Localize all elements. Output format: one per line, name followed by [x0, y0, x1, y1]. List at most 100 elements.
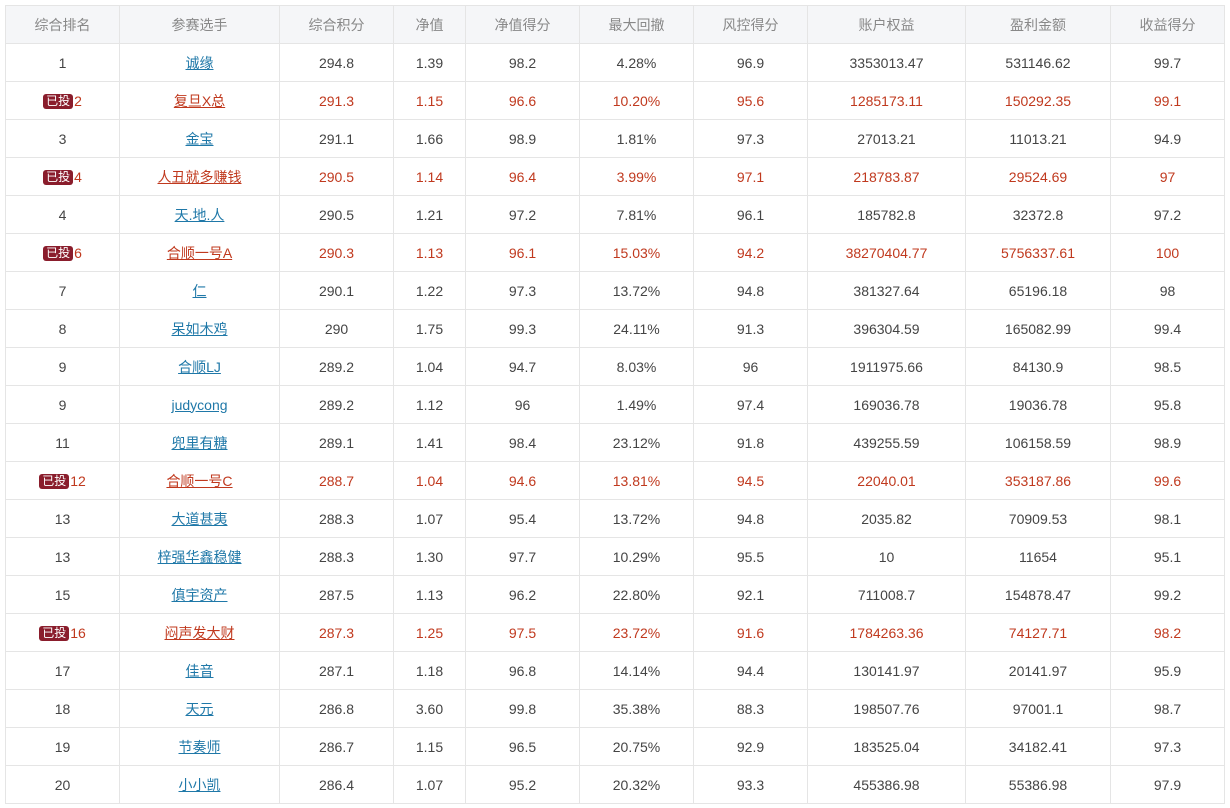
- profit-cell: 97001.1: [965, 689, 1111, 728]
- player-link[interactable]: 合顺LJ: [178, 358, 221, 375]
- header-max-drawdown[interactable]: 最大回撤: [579, 5, 694, 44]
- player-link[interactable]: 天.地.人: [174, 206, 225, 223]
- profit-cell: 29524.69: [965, 157, 1111, 196]
- return-score-cell: 99.4: [1110, 309, 1225, 348]
- nav-cell: 1.22: [393, 271, 466, 310]
- equity-cell: 218783.87: [807, 157, 966, 196]
- player-link[interactable]: 仁: [192, 282, 207, 299]
- header-return-score[interactable]: 收益得分: [1110, 5, 1225, 44]
- player-link[interactable]: 兜里有糖: [171, 434, 228, 451]
- table-row: 13 大道甚夷 288.3 1.07 95.4 13.72% 94.8 2035.82 7090…: [5, 499, 1225, 538]
- max-drawdown-cell: 10.20%: [579, 81, 694, 120]
- return-score-cell: 97.2: [1110, 195, 1225, 234]
- player-link[interactable]: 合顺一号A: [166, 244, 233, 261]
- player-cell: 天元: [119, 689, 280, 728]
- rank-value: 9: [58, 358, 67, 375]
- header-player[interactable]: 参赛选手: [119, 5, 280, 44]
- rank-value: 17: [54, 662, 71, 679]
- nav-score-cell: 95.4: [465, 499, 580, 538]
- nav-cell: 1.75: [393, 309, 466, 348]
- player-cell: 大道甚夷: [119, 499, 280, 538]
- player-cell: 合顺一号C: [119, 461, 280, 500]
- score-cell: 287.1: [279, 651, 394, 690]
- return-score-cell: 99.7: [1110, 43, 1225, 82]
- rank-cell: 已投 6: [5, 233, 120, 272]
- equity-cell: 396304.59: [807, 309, 966, 348]
- score-cell: 291.1: [279, 119, 394, 158]
- nav-cell: 1.04: [393, 461, 466, 500]
- header-equity[interactable]: 账户权益: [807, 5, 966, 44]
- risk-score-cell: 97.4: [693, 385, 808, 424]
- player-link[interactable]: 傎宇资产: [171, 586, 228, 603]
- player-link[interactable]: 诚缘: [185, 54, 214, 71]
- nav-cell: 1.66: [393, 119, 466, 158]
- score-cell: 290.3: [279, 233, 394, 272]
- player-link[interactable]: 梓强华鑫稳健: [157, 548, 242, 565]
- player-link[interactable]: 合顺一号C: [166, 472, 233, 489]
- nav-score-cell: 97.5: [465, 613, 580, 652]
- player-link[interactable]: 闷声发大财: [164, 624, 235, 641]
- score-cell: 289.1: [279, 423, 394, 462]
- player-link[interactable]: 节奏师: [178, 738, 221, 755]
- profit-cell: 353187.86: [965, 461, 1111, 500]
- table-row: 已投 2 复旦X总 291.3 1.15 96.6 10.20% 95.6 1285173.11…: [5, 81, 1225, 120]
- rank-cell: 4: [5, 195, 120, 234]
- profit-cell: 84130.9: [965, 347, 1111, 386]
- score-cell: 288.3: [279, 499, 394, 538]
- table-row: 已投 12 合顺一号C 288.7 1.04 94.6 13.81% 94.5 22040.01…: [5, 461, 1225, 500]
- player-link[interactable]: 天元: [185, 700, 214, 717]
- equity-cell: 130141.97: [807, 651, 966, 690]
- risk-score-cell: 93.3: [693, 765, 808, 804]
- player-link[interactable]: 大道甚夷: [171, 510, 228, 527]
- nav-score-cell: 96.2: [465, 575, 580, 614]
- risk-score-cell: 91.3: [693, 309, 808, 348]
- header-score[interactable]: 综合积分: [279, 5, 394, 44]
- player-cell: 诚缘: [119, 43, 280, 82]
- rank-cell: 17: [5, 651, 120, 690]
- nav-score-cell: 98.9: [465, 119, 580, 158]
- rank-cell: 13: [5, 499, 120, 538]
- max-drawdown-cell: 13.72%: [579, 499, 694, 538]
- nav-score-cell: 96.1: [465, 233, 580, 272]
- player-link[interactable]: 复旦X总: [173, 92, 226, 109]
- player-link[interactable]: 小小凯: [178, 776, 221, 793]
- max-drawdown-cell: 1.49%: [579, 385, 694, 424]
- max-drawdown-cell: 14.14%: [579, 651, 694, 690]
- nav-score-cell: 97.7: [465, 537, 580, 576]
- rank-value: 13: [54, 510, 71, 527]
- header-nav-score[interactable]: 净值得分: [465, 5, 580, 44]
- player-link[interactable]: judycong: [171, 396, 228, 413]
- header-rank[interactable]: 综合排名: [5, 5, 120, 44]
- rank-cell: 已投 4: [5, 157, 120, 196]
- table-row: 8 呆如木鸡 290 1.75 99.3 24.11% 91.3 396304.59 16508…: [5, 309, 1225, 348]
- player-link[interactable]: 佳音: [185, 662, 214, 679]
- player-cell: 佳音: [119, 651, 280, 690]
- header-profit[interactable]: 盈利金额: [965, 5, 1111, 44]
- risk-score-cell: 88.3: [693, 689, 808, 728]
- rank-value: 16: [70, 624, 86, 641]
- risk-score-cell: 94.5: [693, 461, 808, 500]
- player-link[interactable]: 金宝: [185, 130, 214, 147]
- equity-cell: 1285173.11: [807, 81, 966, 120]
- profit-cell: 19036.78: [965, 385, 1111, 424]
- equity-cell: 38270404.77: [807, 233, 966, 272]
- profit-cell: 531146.62: [965, 43, 1111, 82]
- rank-cell: 9: [5, 385, 120, 424]
- equity-cell: 381327.64: [807, 271, 966, 310]
- header-nav[interactable]: 净值: [393, 5, 466, 44]
- rank-cell: 1: [5, 43, 120, 82]
- rank-value: 7: [58, 282, 67, 299]
- player-link[interactable]: 人丑就多赚钱: [157, 168, 242, 185]
- player-link[interactable]: 呆如木鸡: [171, 320, 228, 337]
- nav-cell: 1.04: [393, 347, 466, 386]
- header-risk-score[interactable]: 风控得分: [693, 5, 808, 44]
- max-drawdown-cell: 7.81%: [579, 195, 694, 234]
- equity-cell: 1784263.36: [807, 613, 966, 652]
- score-cell: 289.2: [279, 385, 394, 424]
- table-body: 1 诚缘 294.8 1.39 98.2 4.28% 96.9 3353013.47 53114…: [5, 43, 1225, 804]
- player-cell: 傎宇资产: [119, 575, 280, 614]
- player-cell: 合顺LJ: [119, 347, 280, 386]
- score-cell: 288.7: [279, 461, 394, 500]
- invested-badge: 已投: [39, 473, 70, 489]
- player-cell: 仁: [119, 271, 280, 310]
